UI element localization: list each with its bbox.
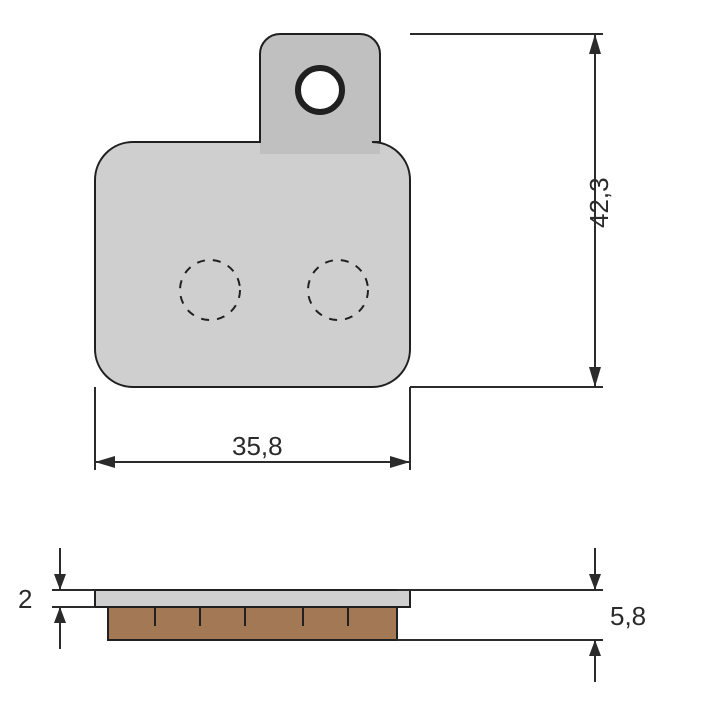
side-friction-pad [108,607,397,640]
dim-width-label: 35,8 [232,431,283,461]
pad-body-fill [95,142,410,387]
dim-total-label: 5,8 [610,601,646,631]
mounting-hole [298,68,342,112]
dim-height-label: 42,3 [584,177,614,228]
technical-drawing: 35,8 42,3 2 5,8 [0,0,724,724]
dim-plate-label: 2 [18,584,32,614]
side-plate [95,590,410,607]
